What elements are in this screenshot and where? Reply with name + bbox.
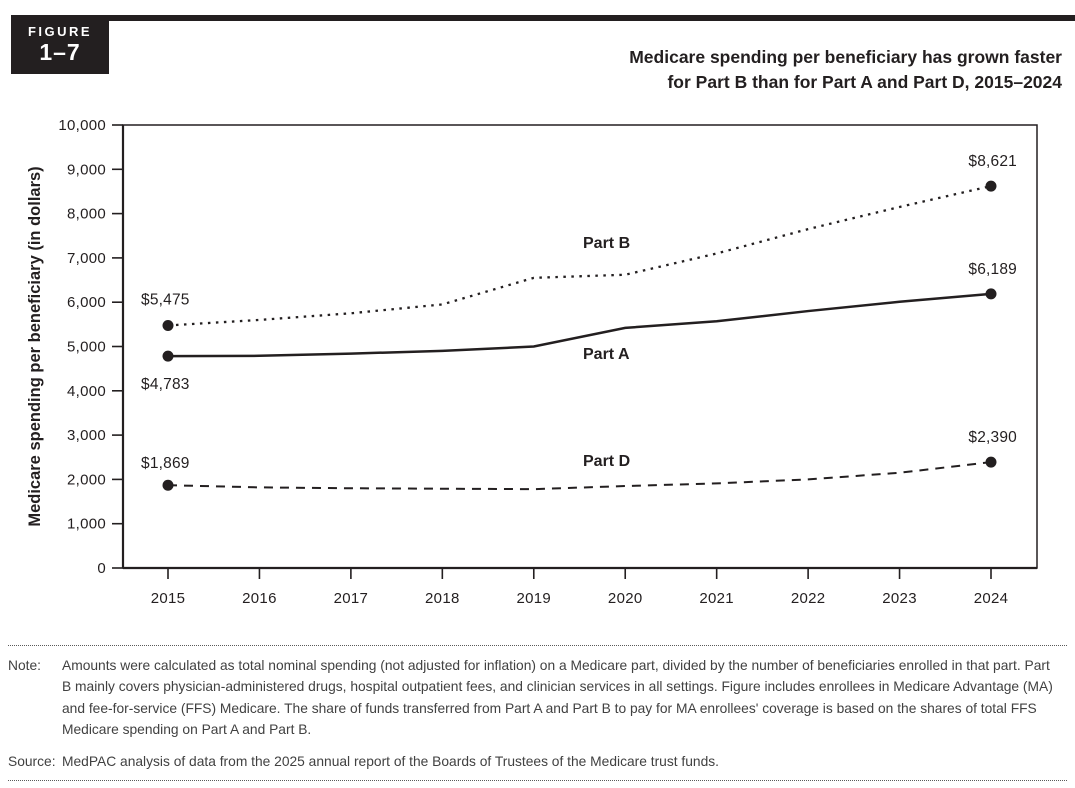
y-tick-label: 4,000 — [67, 383, 106, 400]
figure-title: Medicare spending per beneficiary has gr… — [629, 45, 1062, 95]
part-d-label: Part D — [583, 453, 630, 470]
part-d-start-dot — [162, 479, 174, 491]
x-tick-label: 2021 — [699, 590, 734, 607]
x-tick-label: 2020 — [608, 590, 643, 607]
line-chart: 0 1,000 2,000 3,000 4,000 5,000 6,000 7,000 8,00… — [0, 110, 1075, 640]
figure-badge: FIGURE 1–7 — [11, 15, 109, 74]
note-block: Note: Amounts were calculated as total n… — [8, 655, 1067, 741]
plot-border — [122, 124, 1038, 569]
part-b-end-dot — [985, 180, 997, 192]
footer-top-divider — [8, 645, 1067, 646]
note-text: Amounts were calculated as total nominal… — [62, 658, 1053, 738]
x-tick-label: 2015 — [151, 590, 186, 607]
x-tick-label: 2022 — [791, 590, 826, 607]
figure-title-line1: Medicare spending per beneficiary has gr… — [629, 47, 1062, 67]
y-axis-title: Medicare spending per beneficiary (in do… — [26, 166, 44, 526]
y-tick-label: 7,000 — [67, 250, 106, 267]
figure-badge-label: FIGURE — [27, 23, 93, 39]
source-text: MedPAC analysis of data from the 2025 an… — [62, 753, 719, 769]
x-tick-label: 2016 — [242, 590, 277, 607]
part-d-end-dot — [985, 456, 997, 468]
figure-title-line2: for Part B than for Part A and Part D, 2… — [667, 71, 1062, 92]
x-tick-label: 2017 — [334, 590, 369, 607]
y-tick-label: 5,000 — [67, 339, 106, 356]
part-d-start-value: $1,869 — [141, 455, 190, 472]
y-tick-label: 10,000 — [58, 117, 106, 134]
part-a-end-value: $6,189 — [968, 261, 1017, 278]
part-a-end-dot — [985, 288, 997, 300]
x-tick-label: 2019 — [516, 590, 551, 607]
source-block: Source: MedPAC analysis of data from the… — [8, 752, 1067, 771]
x-tick-label: 2024 — [974, 590, 1009, 607]
y-tick-label: 0 — [97, 560, 106, 577]
y-tick-label: 9,000 — [67, 161, 106, 178]
note-label: Note: — [8, 658, 41, 673]
chart-canvas: 0 1,000 2,000 3,000 4,000 5,000 6,000 7,000 8,00… — [26, 117, 1038, 607]
part-a-start-dot — [162, 350, 174, 362]
figure-footer: Note: Amounts were calculated as total n… — [8, 645, 1067, 781]
y-tick-label: 8,000 — [67, 206, 106, 223]
y-tick-label: 6,000 — [67, 294, 106, 311]
part-d-end-value: $2,390 — [968, 429, 1017, 446]
y-tick-label: 2,000 — [67, 471, 106, 488]
header-accent-bar — [11, 15, 1075, 21]
y-tick-label: 1,000 — [67, 516, 106, 533]
figure-badge-number: 1–7 — [39, 39, 81, 66]
part-b-start-value: $5,475 — [141, 291, 190, 308]
part-a-label: Part A — [583, 346, 630, 363]
part-b-start-dot — [162, 319, 174, 331]
x-tick-label: 2023 — [882, 590, 917, 607]
footer-bottom-divider — [8, 779, 1067, 781]
part-b-label: Part B — [583, 235, 630, 252]
part-d-line — [167, 461, 992, 491]
y-tick-label: 3,000 — [67, 427, 106, 444]
part-b-line — [167, 184, 992, 327]
source-label: Source: — [8, 753, 56, 769]
part-b-end-value: $8,621 — [968, 153, 1017, 170]
part-a-line — [167, 292, 992, 358]
part-a-start-value: $4,783 — [141, 376, 190, 393]
x-tick-label: 2018 — [425, 590, 460, 607]
figure-header: FIGURE 1–7 Medicare spending per benefic… — [0, 0, 1075, 110]
